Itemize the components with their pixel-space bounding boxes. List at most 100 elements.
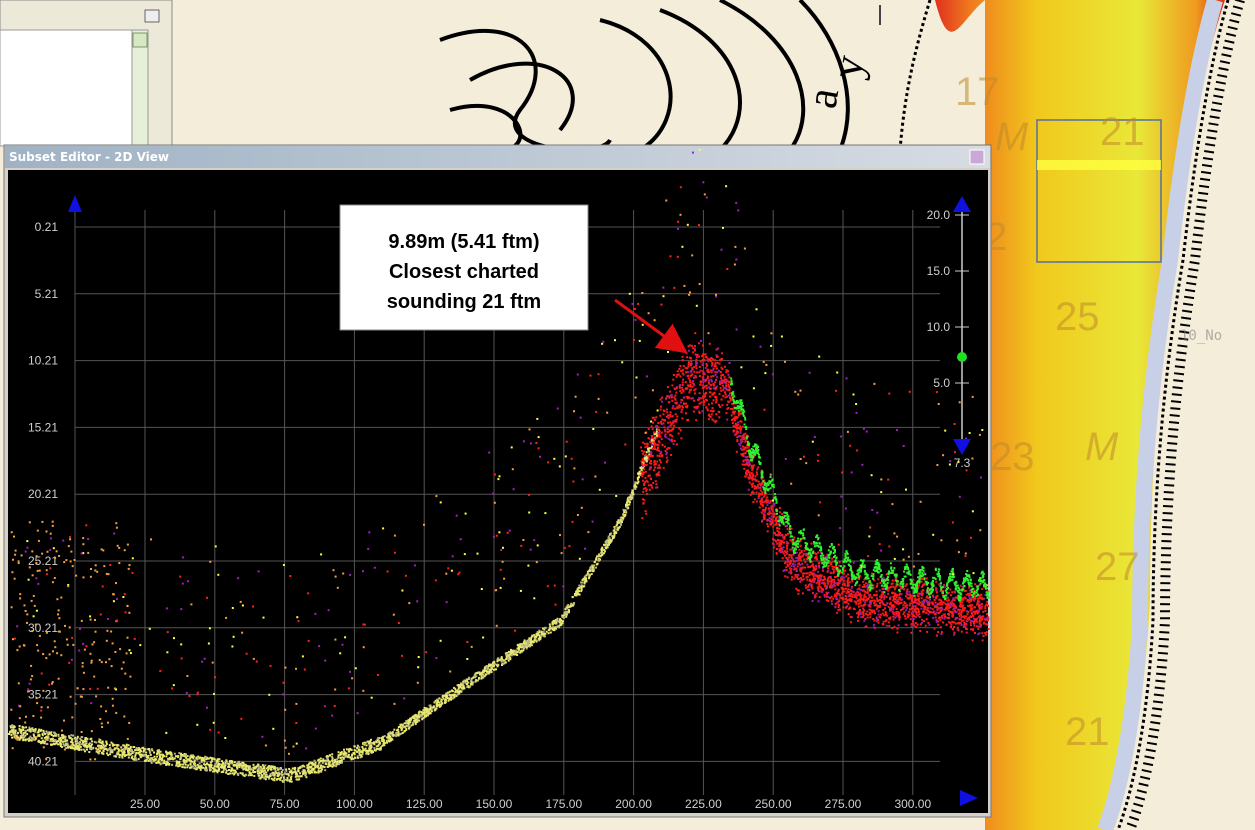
point [539,638,541,640]
point [616,524,618,526]
point [802,573,804,575]
point [634,486,636,488]
point [141,747,143,749]
point [712,369,714,371]
point [776,553,778,555]
point [418,720,420,722]
point [678,368,680,370]
point [175,765,177,767]
point [896,632,898,634]
point [159,758,161,760]
point [642,471,644,473]
point [539,636,541,638]
point [234,761,236,763]
point [79,742,81,744]
point [702,396,704,398]
point [578,585,580,587]
point [682,389,684,391]
point [682,379,684,381]
point [776,548,778,550]
point [898,597,900,599]
point [743,460,745,462]
point [424,707,426,709]
point [601,548,603,550]
point [799,564,801,566]
point [955,618,957,620]
point [581,589,583,591]
point [488,665,490,667]
point [946,606,948,608]
point [888,621,890,623]
point [711,380,713,382]
point [371,750,373,752]
point [719,380,721,382]
point [429,705,431,707]
point [974,583,976,585]
close-button[interactable] [145,10,159,22]
point [702,384,704,386]
point [536,641,538,643]
point [154,756,156,758]
point [643,468,645,470]
point [310,767,312,769]
point [77,736,79,738]
point [827,583,829,585]
point [967,620,969,622]
point [909,602,911,604]
point [871,596,873,598]
point [187,764,189,766]
point [253,775,255,777]
point [521,650,523,652]
point [692,347,694,349]
point [713,387,715,389]
point [104,747,106,749]
point [670,411,672,413]
point [140,756,142,758]
point [760,484,762,486]
point [811,543,813,545]
point [302,773,304,775]
point [963,626,965,628]
point [923,599,925,601]
point [615,531,617,533]
point [712,375,714,377]
point [282,780,284,782]
point [217,771,219,773]
point [577,592,579,594]
point [561,622,563,624]
point [238,764,240,766]
point [22,727,24,729]
point [970,624,972,626]
point [678,433,680,435]
point [879,616,881,618]
point [708,403,710,405]
point [184,762,186,764]
point [75,738,77,740]
point [793,537,795,539]
point [672,407,674,409]
point [203,763,205,765]
point [598,554,600,556]
point [588,574,590,576]
point [847,574,849,576]
point [702,370,704,372]
point [761,502,763,504]
point [797,563,799,565]
point [263,766,265,768]
point [193,761,195,763]
point [739,426,741,428]
point [75,743,77,745]
scroll-up[interactable] [133,33,147,47]
point [714,359,716,361]
window-close[interactable] [970,150,984,164]
point [850,590,852,592]
point [331,760,333,762]
point [533,641,535,643]
point [796,576,798,578]
point [859,584,861,586]
point [688,350,690,352]
point [887,593,889,595]
point [704,379,706,381]
point [934,599,936,601]
point [25,726,27,728]
